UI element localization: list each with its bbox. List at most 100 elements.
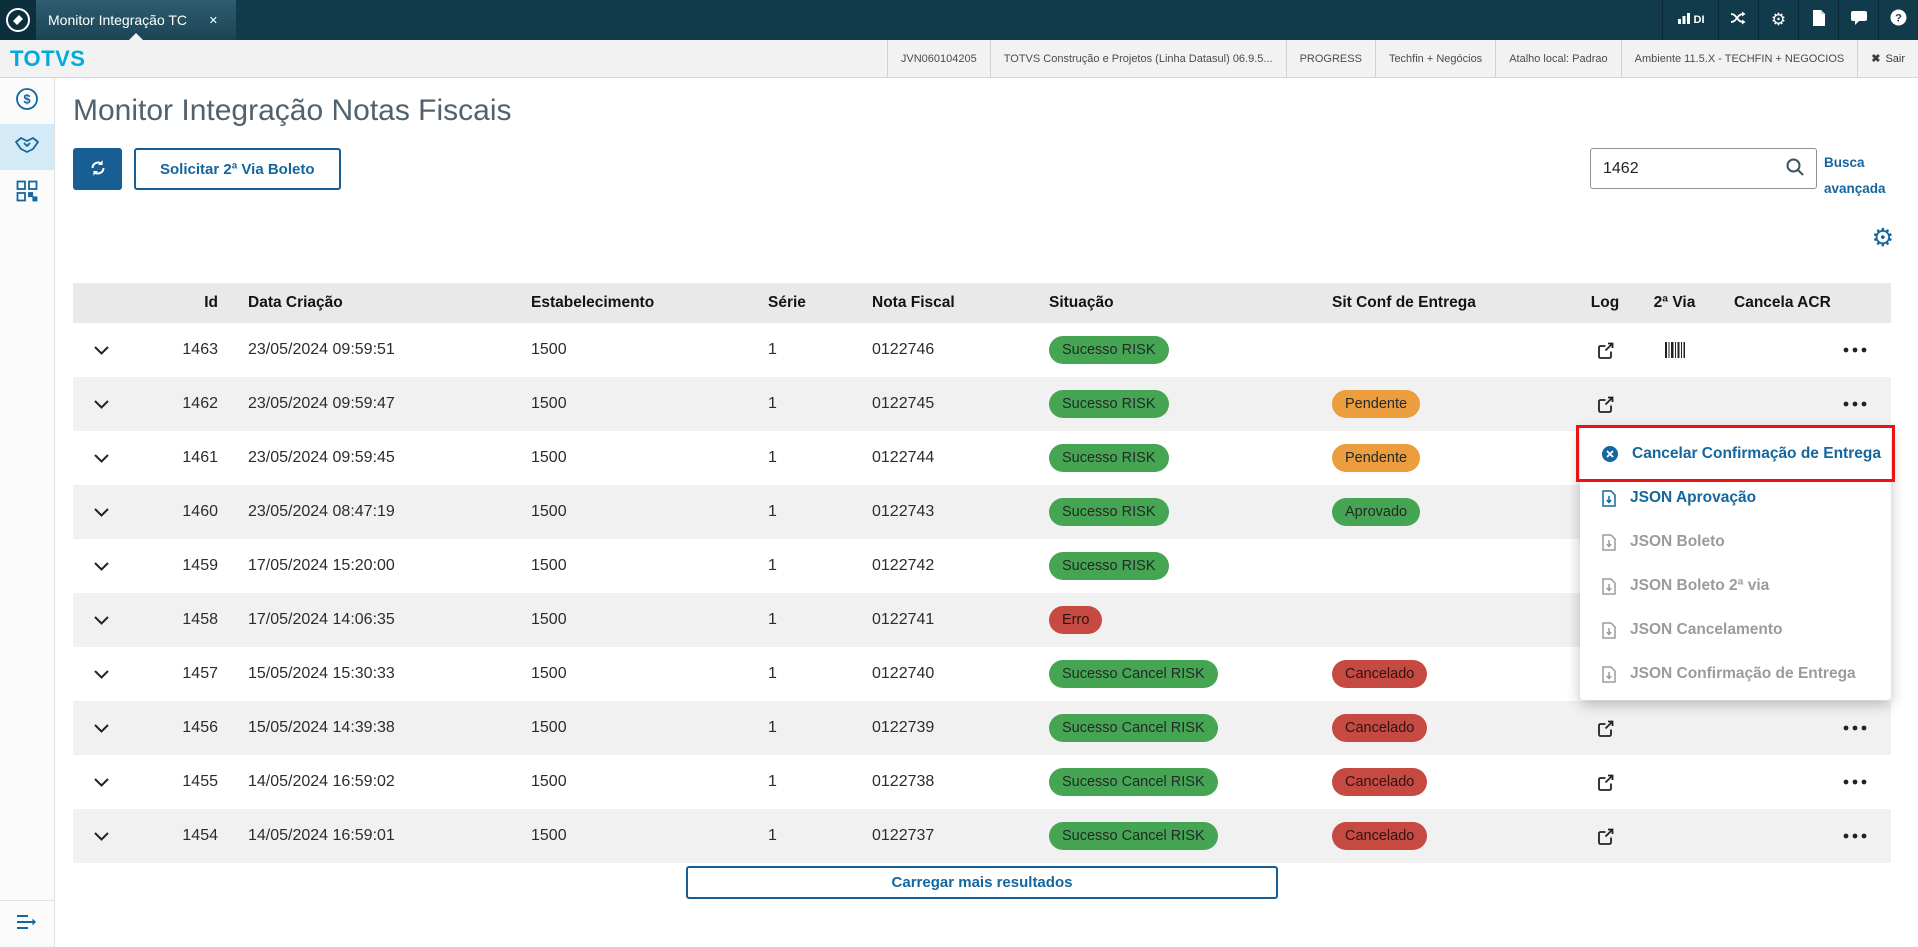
environment-header: TOTVS JVN060104205 TOTVS Construção e Pro… [0,40,1918,78]
header-estabelecimento[interactable]: Estabelecimento [531,294,655,311]
row-actions-ellipsis[interactable] [1843,401,1867,407]
context-menu-item[interactable]: Cancelar Confirmação de Entrega [1580,432,1891,476]
delivery-status-badge: Pendente [1332,390,1421,418]
log-external-link-icon[interactable] [1596,341,1615,360]
expand-chevron-icon[interactable] [94,669,109,679]
delivery-status-badge: Cancelado [1332,660,1428,688]
environment-info-item[interactable]: Atalho local: Padrao [1495,40,1620,77]
menu-item-label: Cancelar Confirmação de Entrega [1632,445,1881,462]
row-id: 1460 [182,503,218,520]
header-log[interactable]: Log [1590,294,1620,311]
header-nota-fiscal[interactable]: Nota Fiscal [872,294,955,311]
settings-button[interactable]: ⚙ [1758,0,1798,40]
stats-di-button[interactable]: DI [1662,0,1718,40]
log-external-link-icon[interactable] [1596,827,1615,846]
help-button[interactable]: ? [1878,0,1918,40]
totvs-logo-icon [6,8,30,32]
advanced-search-link[interactable]: Busca avançada [1824,155,1886,196]
environment-info-item[interactable]: Ambiente 11.5.X - TECHFIN + NEGOCIOS [1620,40,1858,77]
context-menu-item[interactable]: JSON Aprovação [1580,476,1891,520]
sidebar-item-modules[interactable] [0,170,54,216]
totvs-logo[interactable] [0,0,36,40]
row-serie: 1 [768,827,777,844]
context-menu-item[interactable]: JSON Confirmação de Entrega [1580,652,1891,696]
sidebar-expand-toggle[interactable] [0,900,54,947]
row-actions-ellipsis[interactable] [1843,779,1867,785]
load-more-button[interactable]: Carregar mais resultados [686,866,1278,899]
svg-text:$: $ [23,91,31,106]
header-id[interactable]: Id [204,294,218,311]
sync-icon [88,158,108,181]
request-second-copy-button[interactable]: Solicitar 2ª Via Boleto [134,148,341,190]
row-serie: 1 [768,773,777,790]
status-badge: Sucesso Cancel RISK [1049,714,1218,742]
row-nota-fiscal: 0122738 [872,773,935,790]
context-menu-item[interactable]: JSON Cancelamento [1580,608,1891,652]
shuffle-button[interactable] [1718,0,1758,40]
header-serie[interactable]: Série [768,294,806,311]
header-sit-conf-entrega[interactable]: Sit Conf de Entrega [1332,294,1476,311]
row-data-criacao: 14/05/2024 16:59:01 [248,827,395,844]
environment-info-item[interactable]: TOTVS Construção e Projetos (Linha Datas… [989,40,1286,77]
table-row[interactable]: 1463 23/05/2024 09:59:51 1500 1 0122746 … [73,323,1891,377]
barcode-icon[interactable] [1664,342,1685,358]
status-badge: Sucesso RISK [1049,336,1169,364]
row-actions-ellipsis[interactable] [1843,833,1867,839]
table-row[interactable]: 1454 14/05/2024 16:59:01 1500 1 0122737 … [73,809,1891,863]
row-data-criacao: 23/05/2024 09:59:51 [248,341,395,358]
tab-close-icon[interactable]: ✕ [208,14,218,27]
menu-item-label: JSON Boleto [1630,533,1725,550]
log-external-link-icon[interactable] [1596,719,1615,738]
header-segunda-via[interactable]: 2ª Via [1653,294,1696,311]
row-id: 1462 [182,395,218,412]
expand-chevron-icon[interactable] [94,723,109,733]
log-external-link-icon[interactable] [1596,395,1615,414]
chat-icon [1850,10,1867,30]
tab-monitor-integracao-tc[interactable]: Monitor Integração TC ✕ [36,0,236,40]
row-nota-fiscal: 0122746 [872,341,935,358]
log-external-link-icon[interactable] [1596,773,1615,792]
expand-chevron-icon[interactable] [94,831,109,841]
expand-chevron-icon[interactable] [94,561,109,571]
table-row[interactable]: 1462 23/05/2024 09:59:47 1500 1 0122745 … [73,377,1891,431]
context-menu-item[interactable]: JSON Boleto [1580,520,1891,564]
cancel-circle-icon [1602,446,1618,462]
header-situacao[interactable]: Situação [1049,294,1114,311]
table-row[interactable]: 1455 14/05/2024 16:59:02 1500 1 0122738 … [73,755,1891,809]
row-actions-ellipsis[interactable] [1843,725,1867,731]
expand-chevron-icon[interactable] [94,507,109,517]
header-data-criacao[interactable]: Data Criação [248,294,343,311]
refresh-button[interactable] [73,148,122,190]
environment-info-item[interactable]: JVN060104205 [886,40,990,77]
table-row[interactable]: 1456 15/05/2024 14:39:38 1500 1 0122739 … [73,701,1891,755]
delivery-status-badge: Cancelado [1332,822,1428,850]
help-icon: ? [1890,9,1907,31]
sidebar-item-financial[interactable]: $ [0,78,54,124]
invoices-table: Id Data Criação Estabelecimento Série No… [73,283,1891,863]
status-badge: Sucesso Cancel RISK [1049,768,1218,796]
environment-info-item[interactable]: Techfin + Negócios [1374,40,1495,77]
search-input[interactable] [1591,159,1774,178]
row-data-criacao: 23/05/2024 08:47:19 [248,503,395,520]
expand-chevron-icon[interactable] [94,453,109,463]
documents-button[interactable] [1798,0,1838,40]
row-actions-ellipsis[interactable] [1843,347,1867,353]
environment-info-item[interactable]: PROGRESS [1285,40,1375,77]
table-body: 1463 23/05/2024 09:59:51 1500 1 0122746 … [73,323,1891,863]
row-data-criacao: 15/05/2024 15:30:33 [248,665,395,682]
grid-settings-button[interactable]: ⚙ [1872,226,1894,251]
delivery-status-badge: Aprovado [1332,498,1421,526]
expand-chevron-icon[interactable] [94,399,109,409]
chat-button[interactable] [1838,0,1878,40]
header-cancela-acr[interactable]: Cancela ACR [1734,294,1831,311]
expand-chevron-icon[interactable] [94,615,109,625]
json-file-icon [1602,533,1616,551]
expand-chevron-icon[interactable] [94,345,109,355]
action-row: Solicitar 2ª Via Boleto [73,148,341,190]
sidebar-item-integration-monitor[interactable] [0,124,54,170]
expand-chevron-icon[interactable] [94,777,109,787]
context-menu-item[interactable]: JSON Boleto 2ª via [1580,564,1891,608]
row-serie: 1 [768,449,777,466]
search-button[interactable] [1774,149,1816,188]
logout-button[interactable]: ✖ Sair [1857,40,1918,77]
